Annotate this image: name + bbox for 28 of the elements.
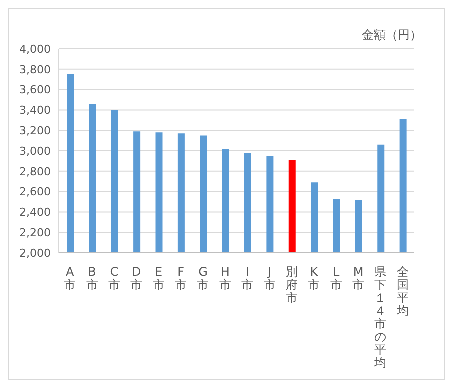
x-tick-label: C市: [108, 265, 120, 292]
x-tick-label: I市: [242, 265, 254, 292]
x-tick-label: H市: [219, 265, 232, 292]
x-tick-label: K市: [308, 265, 320, 292]
y-tick-label: 2,200: [20, 226, 51, 240]
x-tick-label: A市: [64, 265, 76, 292]
y-tick-label: 3,600: [20, 84, 51, 97]
y-tick-label: 3,800: [20, 63, 51, 76]
y-tick-label: 2,000: [20, 246, 51, 260]
x-tick-label: D市: [130, 265, 143, 292]
y-tick-label: 2,600: [20, 186, 51, 199]
x-tick-label: J市: [264, 265, 276, 292]
y-tick-label: 3,200: [20, 124, 51, 138]
x-tick-label: L市: [330, 265, 342, 292]
x-tick-label: E市: [152, 265, 165, 292]
x-tick-label: M市: [352, 265, 365, 292]
x-tick-label: 県下１４市の平均: [374, 265, 387, 370]
x-tick-label: B市: [86, 265, 98, 292]
y-tick-label: 2,800: [20, 165, 51, 178]
x-tick-label: G市: [197, 265, 210, 292]
y-tick-label: 4,000: [20, 42, 51, 56]
x-tick-label: F市: [175, 265, 188, 292]
x-tick-label: 全国平均: [396, 265, 409, 318]
y-tick-label: 2,400: [20, 206, 51, 220]
y-tick-label: 3,000: [20, 144, 51, 158]
y-tick-label: 3,400: [20, 104, 51, 118]
y-axis-title: 金額（円）: [362, 27, 422, 44]
x-tick-label: 別府市: [286, 265, 298, 305]
